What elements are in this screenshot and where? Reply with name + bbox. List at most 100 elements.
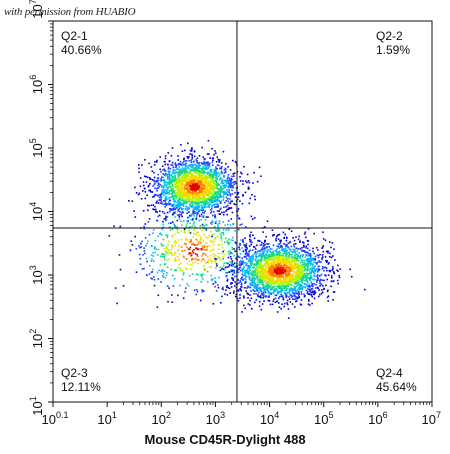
event-dot: [306, 275, 308, 277]
event-dot: [263, 286, 265, 289]
event-dot: [265, 295, 267, 297]
event-dot: [273, 266, 275, 268]
event-dot: [204, 219, 207, 221]
event-dot: [156, 211, 158, 213]
event-dot: [244, 277, 247, 280]
event-dot: [213, 185, 216, 188]
event-dot: [293, 261, 296, 263]
event-dot: [219, 233, 222, 236]
event-dot: [202, 166, 205, 168]
event-dot: [250, 272, 252, 275]
event-dot: [280, 246, 282, 248]
event-dot: [180, 202, 183, 204]
event-dot: [178, 216, 181, 218]
event-dot: [175, 259, 178, 262]
event-dot: [280, 239, 282, 242]
event-dot: [157, 294, 160, 297]
event-dot: [258, 272, 261, 275]
event-dot: [254, 198, 256, 201]
event-dot: [154, 246, 156, 248]
event-dot: [211, 261, 213, 264]
event-dot: [230, 184, 232, 186]
event-dot: [164, 170, 167, 173]
event-dot: [219, 185, 222, 188]
event-dot: [277, 280, 280, 283]
event-dot: [201, 255, 203, 257]
event-dot: [189, 183, 191, 185]
event-dot: [243, 297, 245, 299]
event-dot: [222, 258, 225, 261]
event-dot: [250, 243, 252, 246]
event-dot: [287, 251, 289, 254]
event-dot: [284, 255, 287, 257]
event-dot: [281, 262, 284, 264]
event-dot: [157, 215, 159, 218]
event-dot: [254, 273, 256, 276]
event-dot: [179, 262, 182, 264]
event-dot: [229, 261, 231, 263]
event-dot: [194, 212, 196, 215]
event-dot: [184, 164, 187, 166]
event-dot: [173, 197, 175, 199]
event-dot: [263, 245, 265, 247]
event-dot: [309, 261, 312, 263]
event-dot: [260, 243, 263, 246]
event-dot: [209, 169, 212, 171]
event-dot: [168, 226, 171, 228]
event-dot: [249, 257, 252, 260]
event-dot: [262, 274, 264, 277]
event-dot: [308, 262, 310, 264]
event-dot: [280, 281, 283, 283]
event-dot: [234, 275, 236, 278]
event-dot: [291, 290, 293, 292]
event-dot: [293, 264, 296, 267]
event-dot: [186, 191, 189, 193]
event-dot: [209, 209, 212, 211]
event-dot: [221, 231, 223, 234]
event-dot: [302, 270, 304, 272]
event-dot: [198, 155, 201, 157]
event-dot: [263, 277, 266, 280]
event-dot: [220, 165, 223, 168]
event-dot: [293, 245, 295, 248]
event-dot: [242, 195, 244, 197]
event-dot: [226, 242, 229, 244]
event-dot: [237, 254, 239, 257]
event-dot: [180, 238, 183, 241]
event-dot: [275, 249, 277, 252]
event-dot: [269, 268, 271, 270]
event-dot: [294, 250, 296, 253]
event-dot: [173, 180, 175, 182]
event-dot: [210, 174, 213, 177]
event-dot: [209, 257, 211, 260]
event-dot: [268, 287, 270, 289]
event-dot: [182, 179, 184, 182]
event-dot: [317, 271, 319, 273]
event-dot: [187, 217, 190, 219]
event-dot: [188, 197, 191, 199]
event-dot: [263, 300, 265, 302]
event-dot: [138, 167, 140, 170]
event-dot: [241, 311, 243, 313]
event-dot: [193, 190, 195, 192]
event-dot: [160, 198, 162, 201]
event-dot: [265, 262, 267, 264]
event-dot: [296, 250, 298, 253]
event-dot: [257, 263, 259, 266]
event-dot: [156, 180, 158, 183]
event-dot: [193, 221, 196, 224]
event-dot: [292, 257, 294, 260]
event-dot: [135, 192, 138, 194]
event-dot: [202, 173, 204, 176]
event-dot: [188, 232, 191, 234]
event-dot: [300, 291, 303, 293]
event-dot: [212, 248, 215, 251]
event-dot: [166, 236, 169, 238]
event-dot: [220, 235, 223, 237]
event-dot: [178, 168, 180, 171]
event-dot: [152, 185, 154, 187]
event-dot: [215, 220, 217, 223]
event-dot: [242, 180, 244, 182]
event-dot: [248, 257, 251, 259]
event-dot: [148, 177, 151, 179]
